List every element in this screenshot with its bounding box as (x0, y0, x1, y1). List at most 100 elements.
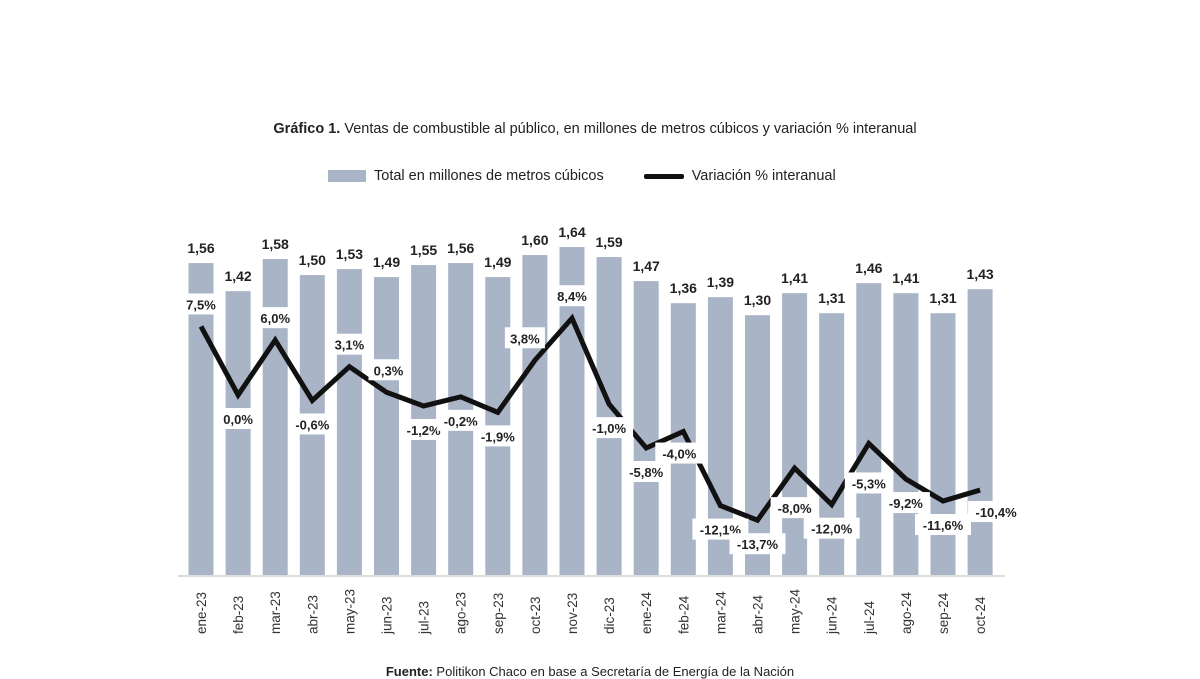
variation-value-label: -1,0% (592, 421, 626, 436)
x-tick-label: abr-24 (751, 594, 766, 634)
variation-label-box (399, 418, 448, 440)
bar-value-label: 1,58 (262, 236, 289, 252)
x-tick-label: jul-24 (862, 600, 877, 635)
variation-label-box (368, 359, 409, 381)
variation-label-box (585, 417, 634, 439)
bar-value-label: 1,53 (336, 246, 363, 262)
chart-title: Gráfico 1. Ventas de combustible al públ… (0, 121, 1190, 137)
variation-label-box (504, 327, 545, 349)
bar-value-label: 1,47 (633, 258, 660, 274)
variation-value-label: -5,8% (629, 465, 663, 480)
bar-value-label: 1,59 (595, 234, 622, 250)
bar (930, 313, 956, 576)
x-tick-label: abr-23 (305, 595, 320, 634)
x-tick-label: sep-23 (491, 593, 506, 634)
x-tick-label: ago-24 (899, 591, 914, 634)
chart-title-prefix: Gráfico 1. (273, 121, 341, 137)
variation-value-label: -0,2% (444, 414, 478, 429)
x-tick-label: may-24 (788, 588, 803, 634)
variation-label-box (436, 409, 485, 431)
bar-value-label: 1,39 (707, 274, 734, 290)
x-tick-label: dic-23 (602, 597, 617, 634)
bar-value-label: 1,56 (187, 240, 214, 256)
x-tick-label: mar-24 (713, 591, 728, 634)
variation-value-label: 7,5% (186, 297, 216, 312)
variation-value-label: -9,2% (889, 496, 923, 511)
variation-label-box (552, 285, 592, 307)
variation-label-box (968, 501, 1025, 523)
bar (967, 289, 993, 576)
legend-bar-label: Total en millones de metros cúbicos (374, 168, 604, 184)
bar (782, 293, 808, 576)
x-tick-label: ene-23 (194, 592, 209, 634)
variation-label-box (770, 497, 819, 519)
x-tick-label: jul-23 (417, 601, 432, 635)
x-tick-label: jun-23 (380, 596, 395, 635)
variation-label-box (473, 425, 522, 447)
bar (633, 281, 659, 576)
variation-value-label: 0,3% (374, 363, 404, 378)
variation-label-box (218, 408, 259, 429)
bar (856, 283, 882, 576)
bar-value-label: 1,41 (781, 270, 808, 286)
bar-value-label: 1,41 (892, 270, 919, 286)
x-tick-label: mar-23 (268, 591, 283, 634)
variation-value-label: 3,8% (510, 331, 540, 346)
variation-label-box (288, 413, 337, 435)
chart-title-text: Ventas de combustible al público, en mil… (344, 121, 917, 137)
variation-value-label: 8,4% (557, 289, 587, 304)
bar-value-label: 1,46 (855, 260, 882, 276)
variation-label-box (844, 472, 893, 494)
legend-bar-swatch (328, 170, 366, 182)
source-note: Fuente: Politikon Chaco en base a Secret… (0, 664, 1180, 679)
bar (670, 303, 696, 576)
bar-value-label: 1,31 (929, 290, 956, 306)
bar-value-label: 1,43 (966, 266, 993, 282)
variation-value-label: -13,7% (737, 537, 779, 552)
legend-line-label: Variación % interanual (691, 168, 836, 184)
bar (522, 255, 548, 577)
bar-value-label: 1,60 (521, 232, 548, 248)
variation-value-label: -1,2% (407, 423, 441, 438)
bar-value-label: 1,42 (224, 268, 251, 284)
bar-value-label: 1,30 (744, 292, 771, 308)
x-tick-label: ene-24 (639, 591, 654, 634)
bar-value-label: 1,56 (447, 240, 474, 256)
bar (225, 291, 251, 576)
x-tick-label: ago-23 (454, 592, 469, 634)
x-tick-label: nov-23 (565, 593, 580, 634)
source-text: Politikon Chaco en base a Secretaría de … (436, 664, 795, 679)
x-tick-label: may-23 (342, 589, 357, 634)
x-tick-label: jun-24 (825, 596, 840, 635)
source-label: Fuente: (385, 664, 433, 679)
x-tick-label: sep-24 (936, 592, 951, 634)
variation-value-label: -12,0% (811, 522, 853, 537)
bar-value-label: 1,49 (484, 254, 511, 270)
bar-value-label: 1,50 (299, 252, 326, 268)
x-tick-label: oct-24 (973, 596, 988, 634)
variation-value-label: 3,1% (335, 338, 365, 353)
bar (745, 315, 770, 576)
bar-value-label: 1,31 (818, 290, 845, 306)
variation-label-box (881, 492, 930, 514)
variation-label-box (181, 293, 221, 315)
x-tick-label: feb-24 (676, 595, 691, 634)
bar-value-label: 1,64 (558, 224, 585, 240)
bar-value-label: 1,49 (373, 254, 400, 270)
variation-label-box (729, 533, 786, 555)
bar-value-label: 1,36 (670, 280, 697, 296)
x-tick-label: feb-23 (231, 596, 246, 634)
variation-value-label: 6,0% (260, 311, 290, 326)
variation-value-label: -1,9% (481, 429, 515, 444)
variation-value-label: -8,0% (778, 501, 812, 516)
variation-label-box (803, 517, 860, 539)
x-tick-label: oct-23 (528, 596, 543, 634)
variation-value-label: -0,6% (295, 417, 329, 432)
variation-value-label: -4,0% (662, 447, 696, 462)
bar (336, 269, 362, 576)
variation-value-label: -11,6% (923, 518, 964, 533)
variation-value-label: 0,0% (223, 412, 253, 427)
variation-label-box (329, 333, 370, 355)
variation-label-box (655, 442, 704, 464)
